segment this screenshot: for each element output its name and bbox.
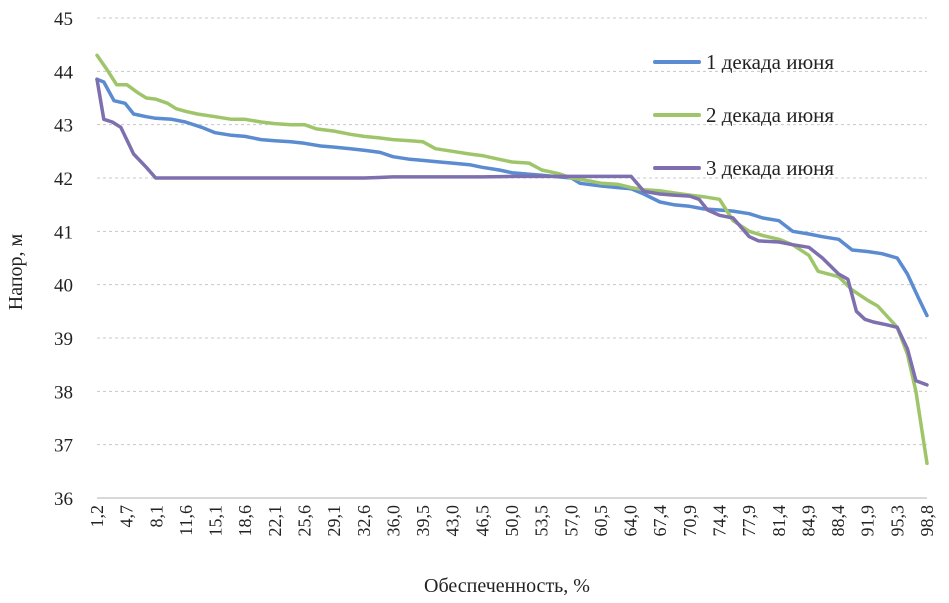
y-tick-label: 43	[54, 116, 73, 137]
x-tick-label: 95,3	[887, 505, 907, 537]
x-tick-label: 74,4	[710, 505, 730, 537]
x-tick-label: 4,7	[117, 505, 137, 528]
x-tick-label: 60,5	[591, 505, 611, 537]
y-tick-labels: 36 37 38 39 40 41 42 43 44 45	[54, 9, 74, 510]
y-tick-label: 39	[54, 329, 73, 350]
series-lines	[95, 53, 929, 466]
y-tick-label: 40	[54, 276, 73, 297]
legend-label: 1 декада июня	[706, 50, 834, 74]
x-tick-label: 67,4	[650, 505, 670, 537]
x-tick-labels: 1,2 4,7 8,1 11,6 15,1 18,6 22,1 25,6 29,1 32,6 36,…	[87, 505, 937, 537]
grid-lines	[97, 17, 927, 499]
x-axis-title: Обеспеченность, %	[424, 575, 590, 597]
x-tick-label: 43,0	[443, 505, 463, 537]
x-tick-label: 11,6	[176, 505, 196, 536]
x-tick-label: 36,0	[383, 505, 403, 537]
x-tick-label: 98,8	[917, 505, 937, 537]
x-tick-label: 77,9	[739, 505, 759, 537]
x-tick-label: 32,6	[354, 505, 374, 537]
x-tick-label: 70,9	[680, 505, 700, 537]
x-tick-label: 25,6	[295, 505, 315, 537]
legend: 1 декада июня 2 декада июня 3 декада июня	[653, 50, 834, 180]
y-tick-label: 36	[54, 489, 73, 510]
y-axis-title: Напор, м	[5, 233, 27, 310]
x-tick-label: 84,9	[798, 505, 818, 537]
y-tick-label: 44	[54, 62, 74, 83]
legend-label: 3 декада июня	[706, 156, 834, 180]
x-tick-label: 1,2	[87, 505, 107, 528]
x-tick-label: 64,0	[621, 505, 641, 537]
y-tick-label: 37	[54, 436, 73, 457]
x-tick-label: 57,0	[561, 505, 581, 537]
x-tick-label: 8,1	[146, 505, 166, 528]
x-tick-label: 46,5	[472, 505, 492, 536]
x-tick-label: 81,4	[769, 505, 789, 537]
x-tick-label: 39,5	[413, 505, 433, 537]
y-tick-label: 45	[54, 9, 73, 30]
x-tick-label: 53,5	[532, 505, 552, 537]
y-tick-label: 38	[54, 382, 73, 403]
x-tick-label: 29,1	[324, 505, 344, 537]
series-line-3	[95, 77, 929, 387]
y-tick-label: 42	[54, 169, 73, 190]
x-tick-label: 88,4	[828, 505, 848, 537]
series-line-1	[95, 77, 929, 318]
x-tick-label: 18,6	[235, 505, 255, 537]
legend-label: 2 декада июня	[706, 103, 834, 127]
x-tick-label: 50,0	[502, 505, 522, 537]
x-tick-label: 22,1	[265, 505, 285, 537]
x-tick-label: 91,9	[858, 505, 878, 537]
y-tick-label: 41	[54, 222, 73, 243]
x-tick-label: 15,1	[206, 505, 226, 537]
